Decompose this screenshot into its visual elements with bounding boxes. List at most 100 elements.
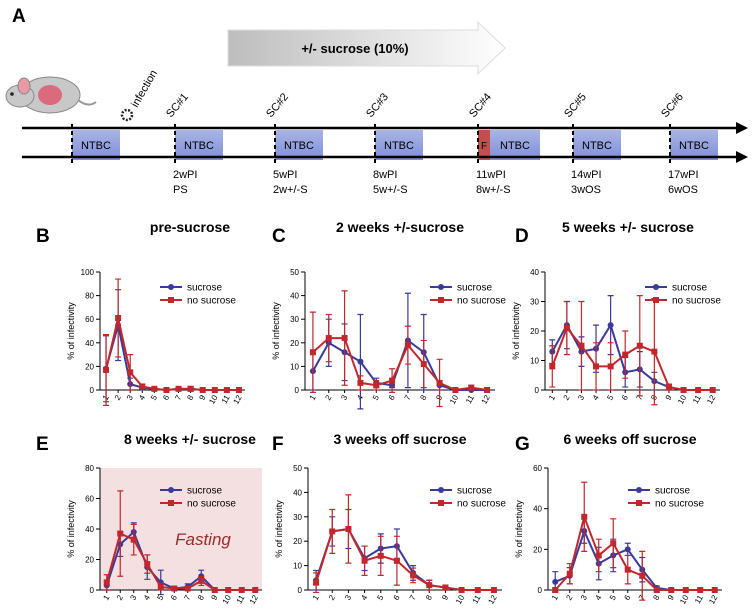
x-tick-label: 1 (550, 593, 560, 602)
data-point (593, 363, 600, 370)
x-tick-label: 10 (448, 393, 461, 406)
x-tick-label: 9 (209, 593, 219, 602)
data-point (697, 587, 704, 593)
sample-status: PS (173, 184, 188, 196)
sample-week: 17wPI (668, 169, 699, 181)
y-tick-label: 50 (290, 268, 299, 277)
ntbc-box (72, 130, 120, 160)
x-tick-label: 12 (248, 593, 261, 606)
sample-label: SC#6 (659, 91, 686, 120)
x-tick-label: 7 (182, 593, 192, 602)
data-point (490, 587, 497, 593)
data-point (252, 587, 259, 593)
legend-label: no sucrose (457, 499, 506, 510)
data-point (103, 366, 110, 373)
y-tick-label: 20 (530, 327, 539, 336)
data-point (668, 587, 675, 593)
x-tick-label: 7 (635, 393, 645, 402)
data-point (393, 557, 400, 564)
data-point (549, 363, 556, 370)
legend-label: no sucrose (187, 499, 236, 510)
y-tick-label: 20 (290, 339, 299, 348)
x-tick-label: 9 (664, 393, 674, 402)
ntbc-box (670, 130, 718, 160)
data-point (566, 570, 573, 577)
data-point (610, 540, 617, 547)
data-point (309, 349, 316, 356)
ntbc-label: NTBC (284, 140, 314, 152)
data-point (552, 578, 559, 585)
y-tick-label: 80 (85, 464, 94, 473)
x-tick-label: 11 (235, 593, 247, 605)
data-point (157, 583, 164, 590)
data-point (607, 322, 614, 329)
panel-letter: C (272, 226, 286, 247)
data-point (357, 358, 364, 365)
x-tick-label: 7 (403, 393, 413, 402)
series-line (315, 527, 494, 591)
x-tick-label: 12 (231, 393, 244, 406)
data-point (452, 387, 459, 393)
sample-label: SC#1 (164, 91, 191, 120)
x-tick-label: 10 (221, 593, 234, 606)
x-tick-label: 5 (149, 393, 159, 402)
data-point (468, 384, 475, 391)
y-tick-label: 50 (293, 464, 302, 473)
sample-week: 8wPI (373, 169, 397, 181)
data-point (639, 572, 646, 579)
y-tick-label: 60 (85, 495, 94, 504)
y-tick-label: 40 (293, 488, 302, 497)
panel-letter: B (36, 226, 50, 247)
data-point (198, 577, 205, 584)
x-tick-label: 5 (608, 593, 618, 602)
x-tick-label: 8 (651, 593, 661, 602)
fasting-box (478, 130, 490, 160)
annotation: Fasting (175, 530, 231, 549)
x-tick-label: 6 (161, 393, 171, 402)
x-tick-label: 10 (454, 593, 467, 606)
data-point (139, 383, 146, 390)
series-line (312, 337, 488, 392)
data-point (103, 579, 110, 586)
data-point (709, 387, 716, 393)
y-tick-label: 40 (85, 339, 94, 348)
y-tick-label: 10 (290, 362, 299, 371)
y-tick-label: 100 (81, 268, 95, 277)
data-point (680, 387, 687, 393)
data-point (175, 385, 182, 392)
sample-status: 3wOS (571, 184, 601, 196)
data-point (373, 382, 380, 389)
y-tick-label: 0 (538, 586, 543, 595)
x-tick-label: 3 (343, 593, 353, 602)
x-tick-label: 7 (173, 393, 183, 402)
sample-status: 5w+/-S (373, 184, 408, 196)
series-line (551, 322, 713, 391)
x-tick-label: 4 (359, 593, 369, 602)
chart: D 5 weeks +/- sucrose % of infectivity 0 10 2… (511, 219, 721, 406)
x-tick-label: 11 (691, 393, 703, 405)
sample-week: 5wPI (273, 169, 297, 181)
series-line (551, 326, 713, 391)
x-tick-label: 5 (371, 393, 381, 402)
x-tick-label: 6 (169, 593, 179, 602)
chart: Fasting E 8 weeks +/- sucrose % of infectiv… (36, 431, 262, 606)
y-tick-label: 20 (533, 545, 542, 554)
data-point (238, 587, 245, 593)
ntbc-box (275, 130, 323, 160)
treatment-label: +/- sucrose (10%) (301, 41, 408, 56)
y-tick-label: 20 (85, 556, 94, 565)
x-tick-label: 3 (579, 593, 589, 602)
data-point (653, 587, 660, 593)
fasting-label: F (481, 141, 487, 152)
ntbc-box (375, 130, 423, 160)
legend-label: no sucrose (672, 296, 721, 307)
timeline-arrowhead (736, 151, 748, 163)
legend-marker (653, 284, 659, 290)
data-point (345, 526, 352, 532)
x-tick-label: 10 (207, 393, 220, 406)
x-tick-label: 1 (311, 593, 321, 602)
panel-letter: G (515, 434, 530, 455)
legend-label: sucrose (187, 283, 222, 294)
data-point (563, 325, 570, 332)
y-axis-label: % of infectivity (66, 500, 76, 558)
